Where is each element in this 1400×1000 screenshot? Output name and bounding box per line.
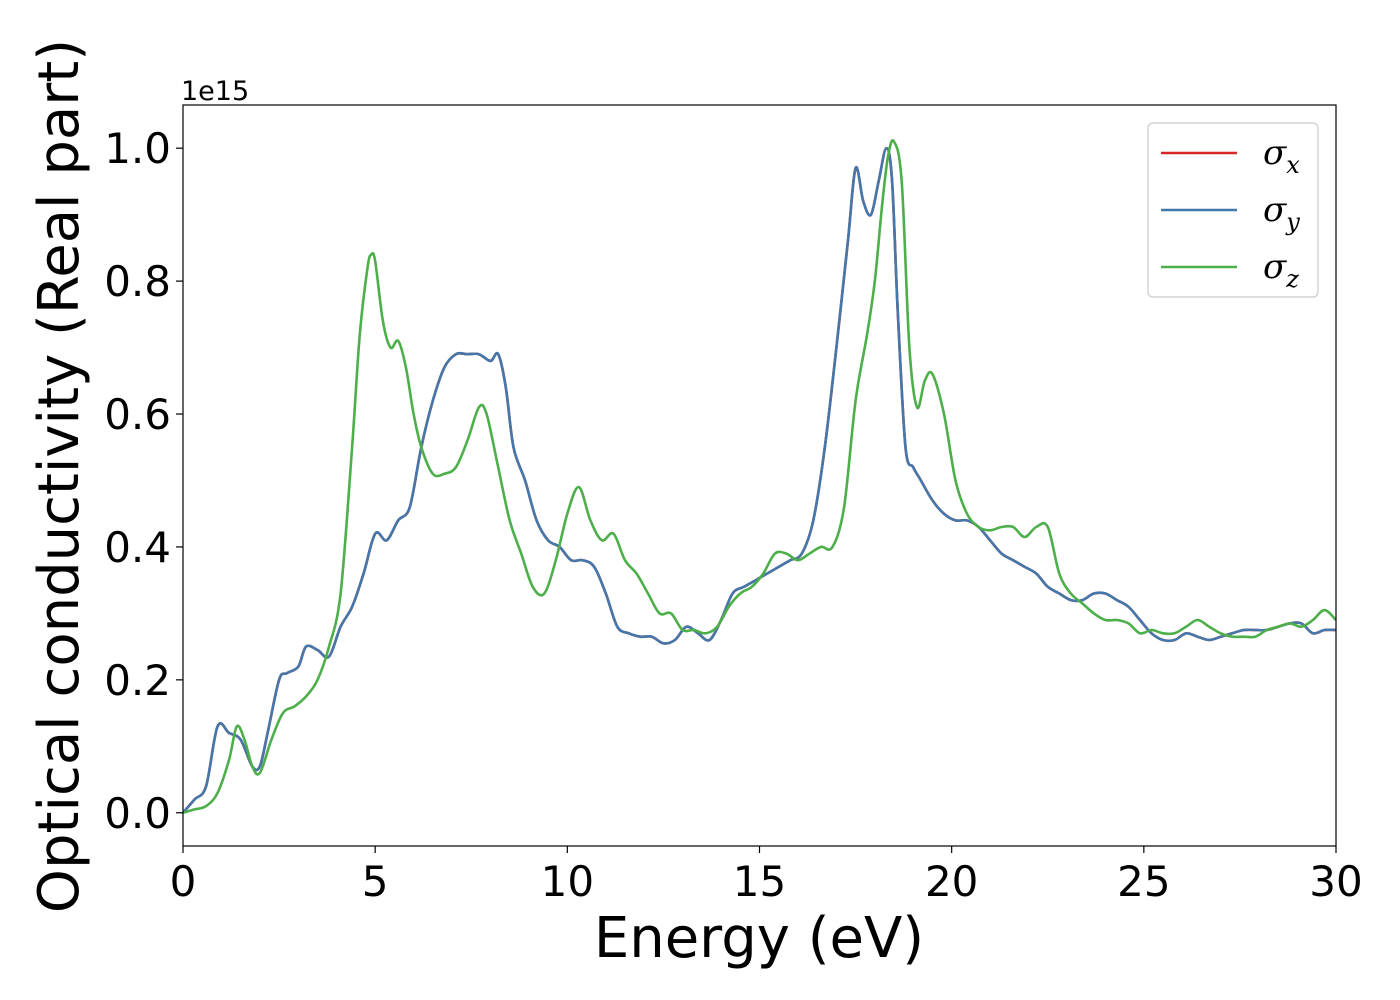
- x-tick-label: 20: [925, 857, 978, 906]
- x-tick-label: 5: [362, 857, 389, 906]
- legend-label-sigma-y: σy: [1263, 190, 1300, 236]
- y-tick-label: 0.2: [104, 656, 171, 705]
- legend-label-sigma-x: σx: [1263, 133, 1300, 179]
- series-line-sigma-y: [183, 146, 1336, 814]
- x-tick-label: 15: [733, 857, 786, 906]
- series-line-sigma-z: [183, 139, 1336, 815]
- y-tick-label: 0.6: [104, 390, 171, 439]
- y-tick-label: 0.8: [104, 257, 171, 306]
- x-tick-label: 0: [170, 857, 197, 906]
- y-axis-label: Optical conductivity (Real part): [27, 39, 92, 913]
- x-tick-label: 30: [1309, 857, 1362, 906]
- y-axis-ticks: 0.0 0.2 0.4 0.6 0.8 1.0: [104, 124, 183, 838]
- plot-lines: [183, 139, 1336, 815]
- y-offset-label: 1e15: [181, 76, 249, 107]
- x-axis-label: Energy (eV): [594, 906, 924, 971]
- x-axis-ticks: 0 5 10 15 20 25 30: [170, 846, 1363, 906]
- legend-label-sigma-z: σz: [1263, 247, 1299, 293]
- x-tick-label: 10: [541, 857, 594, 906]
- x-tick-label: 25: [1117, 857, 1170, 906]
- y-tick-label: 0.4: [104, 523, 171, 572]
- legend: σx σy σz: [1147, 122, 1319, 298]
- y-tick-label: 1.0: [104, 124, 171, 173]
- y-tick-label: 0.0: [104, 789, 171, 838]
